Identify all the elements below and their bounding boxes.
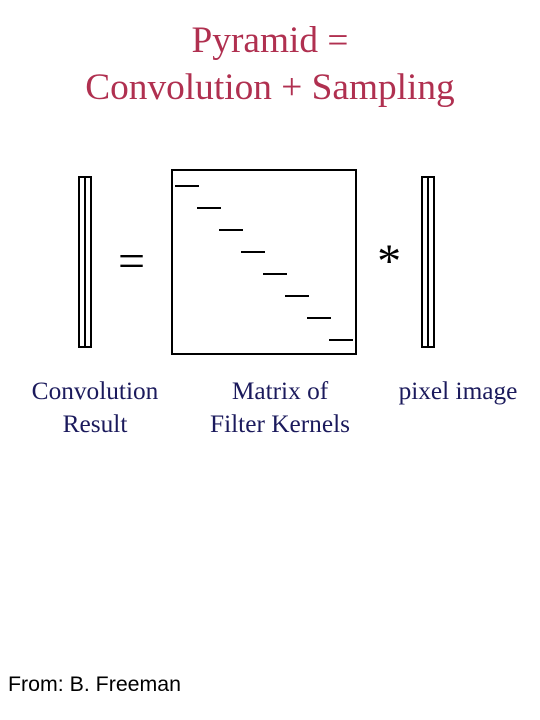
diagonal-dash (175, 185, 199, 187)
diagram-row: = * (0, 174, 540, 349)
equals-operator: = (118, 234, 145, 289)
label-pixel-image: pixel image (368, 375, 540, 408)
label-line1: pixel image (399, 377, 518, 405)
star-operator: * (377, 234, 401, 289)
diagonal-dash (241, 251, 265, 253)
diagonal-dash (329, 339, 353, 341)
title-line2: Convolution + Sampling (85, 67, 454, 108)
diagonal-dash (285, 295, 309, 297)
label-convolution-result: Convolution Result (5, 375, 185, 441)
colvec-pixel-image (421, 176, 435, 348)
label-matrix-filter-kernels: Matrix of Filter Kernels (190, 375, 370, 441)
label-line2: Result (63, 410, 128, 438)
label-line2: Filter Kernels (210, 410, 350, 438)
diagonal-dash (263, 273, 287, 275)
attribution: From: B. Freeman (8, 672, 181, 697)
colvec-result (78, 176, 92, 348)
label-line1: Matrix of (232, 377, 328, 405)
diagonal-dash (197, 207, 221, 209)
label-line1: Convolution (32, 377, 159, 405)
diagonal-dash (219, 229, 243, 231)
title-line1: Pyramid = (192, 20, 349, 61)
kernel-matrix (171, 169, 357, 355)
slide-title: Pyramid = Convolution + Sampling (0, 18, 540, 111)
diagonal-dash (307, 317, 331, 319)
